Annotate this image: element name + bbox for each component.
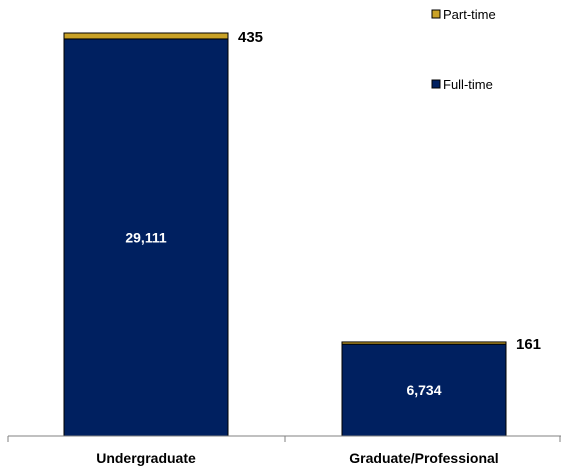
legend-label-part-time: Part-time — [443, 7, 496, 22]
legend: Part-time Full-time — [431, 7, 496, 92]
data-label-part-time-undergraduate: 435 — [238, 29, 263, 46]
bar-part-time-graduate-professional — [341, 341, 507, 345]
bar-part-time-undergraduate — [63, 32, 229, 40]
data-labels-layer: 29,111 435 6,734 161 — [125, 29, 541, 398]
legend-swatch-part-time — [431, 9, 441, 19]
x-tick-label-undergraduate: Undergraduate — [96, 450, 196, 466]
data-label-full-time-graduate-professional: 6,734 — [406, 382, 441, 398]
data-label-full-time-undergraduate: 29,111 — [125, 229, 166, 245]
bars-layer — [63, 32, 507, 437]
legend-label-full-time: Full-time — [443, 77, 493, 92]
bar-full-time-undergraduate — [63, 38, 229, 437]
legend-swatch-full-time — [431, 79, 441, 89]
data-label-part-time-graduate-professional: 161 — [516, 336, 541, 353]
x-axis: Undergraduate Graduate/Professional — [7, 435, 561, 466]
x-tick-label-graduate-professional: Graduate/Professional — [349, 450, 498, 466]
